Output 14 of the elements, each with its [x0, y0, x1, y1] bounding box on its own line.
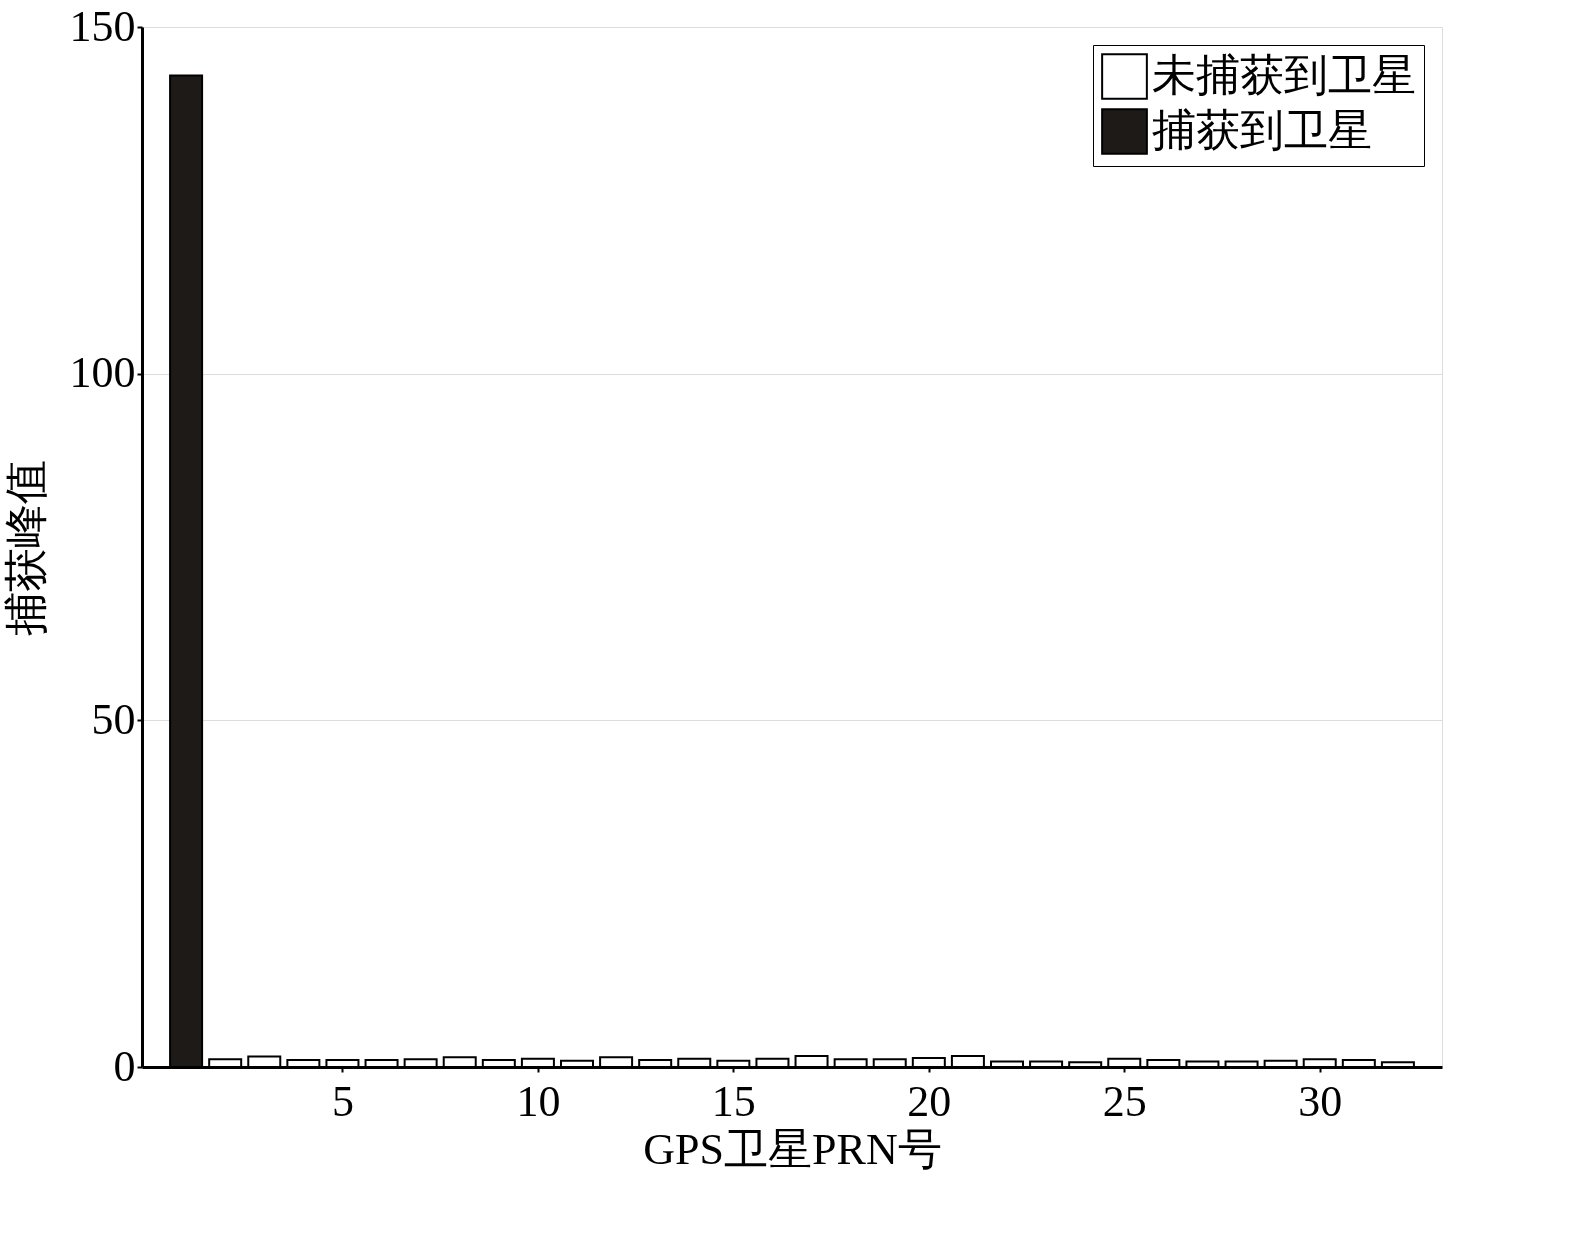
x-tick-label: 5 [331, 1076, 354, 1126]
legend-label: 捕获到卫星 [1152, 105, 1372, 155]
y-tick-label: 100 [69, 348, 136, 398]
x-tick-label: 30 [1298, 1076, 1343, 1126]
x-tick-label: 25 [1102, 1076, 1147, 1126]
y-axis-title: 捕获峰值 [1, 459, 51, 636]
legend-label: 未捕获到卫星 [1152, 50, 1416, 100]
x-tick-label: 10 [516, 1076, 561, 1126]
y-tick-label: 0 [113, 1041, 136, 1091]
y-tick-label: 150 [69, 1, 136, 51]
y-tick-label: 50 [91, 694, 136, 744]
x-tick-label: 15 [711, 1076, 756, 1126]
x-axis-title: GPS卫星PRN号 [643, 1124, 942, 1174]
x-tick-label: 20 [907, 1076, 952, 1126]
